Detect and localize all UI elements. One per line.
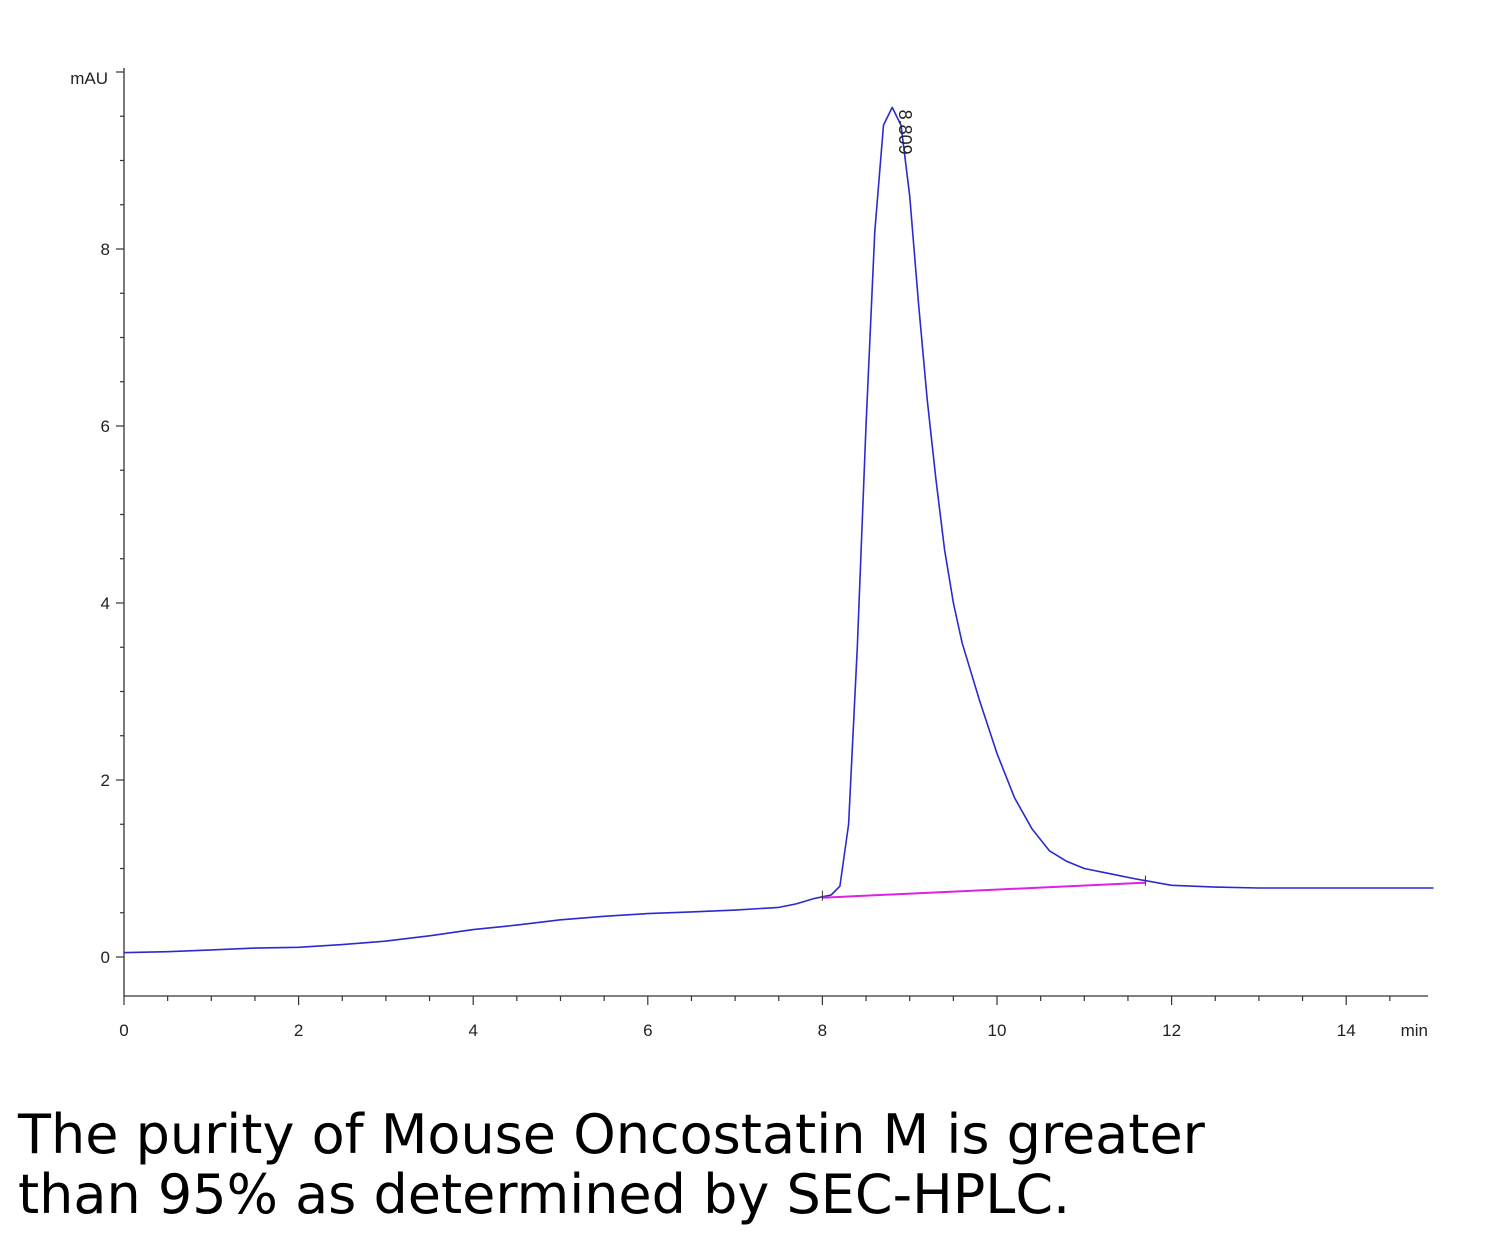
- x-axis-label: min: [1401, 1021, 1428, 1040]
- x-tick-label: 10: [988, 1021, 1007, 1040]
- y-axis-label: mAU: [70, 69, 108, 88]
- x-tick-label: 12: [1162, 1021, 1181, 1040]
- x-tick-label: 14: [1337, 1021, 1356, 1040]
- caption-line-2: than 95% as determined by SEC-HPLC.: [18, 1163, 1071, 1226]
- y-tick-label: 0: [101, 948, 110, 967]
- x-tick-label: 6: [643, 1021, 652, 1040]
- integration-baseline: [822, 881, 1146, 899]
- x-tick-label: 2: [294, 1021, 303, 1040]
- chromatogram-chart: 0 2 4 6 8 0 2 4 6 8 10 12 14 mAU min 8.809: [70, 68, 1434, 1040]
- y-tick-label: 4: [101, 594, 110, 613]
- peak-label: 8.809: [895, 110, 915, 155]
- y-tick-label: 6: [101, 417, 110, 436]
- y-tick-label: 2: [101, 771, 110, 790]
- caption-line-1: The purity of Mouse Oncostatin M is grea…: [18, 1103, 1205, 1166]
- chromatogram-trace: [123, 106, 1434, 954]
- x-tick-label: 4: [468, 1021, 477, 1040]
- x-tick-label: 8: [818, 1021, 827, 1040]
- chart-svg: 0 2 4 6 8 0 2 4 6 8 10 12 14 mAU min 8.809: [70, 68, 1434, 1040]
- y-tick-label: 8: [101, 240, 110, 259]
- x-tick-label: 0: [119, 1021, 128, 1040]
- figure-caption: The purity of Mouse Oncostatin M is grea…: [18, 1105, 1478, 1225]
